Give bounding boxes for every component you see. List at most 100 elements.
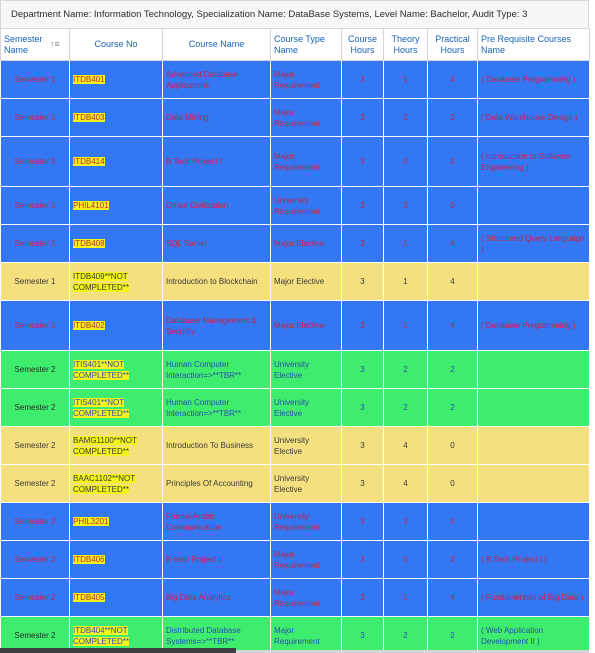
course-type-cell: Major Requirement <box>270 616 342 653</box>
prereq-cell: ( Data Warehouse Design ) <box>477 98 590 137</box>
semester-cell: Semester 2 <box>0 616 70 653</box>
course-hours-cell: 3 <box>341 224 384 263</box>
practical-hours-cell: 2 <box>427 350 478 389</box>
course-type-cell: University Elective <box>270 350 342 389</box>
course-no-cell: ITIS401**NOT COMPLETED** <box>69 388 163 427</box>
table-row[interactable]: Semester 2 BAAC1102**NOT COMPLETED** Princ… <box>0 464 590 503</box>
practical-hours-cell: 0 <box>427 426 478 465</box>
course-no-highlight[interactable]: ITDB414 <box>73 157 105 166</box>
column-header-theory-hours[interactable]: Theory Hours <box>383 28 428 61</box>
practical-hours-cell: 4 <box>427 262 478 301</box>
sort-arrows-icon[interactable]: ↑≡ <box>50 39 60 49</box>
course-table: Semester Name ↑≡ Course No Course Name Co… <box>0 28 590 653</box>
course-no-highlight[interactable]: ITDB408 <box>73 239 105 248</box>
course-hours-cell: 3 <box>341 578 384 617</box>
course-name-cell: SQL Server <box>162 224 271 263</box>
table-row[interactable]: Semester 1 ITDB401 Advanced Database Appli… <box>0 60 590 99</box>
course-no-highlight[interactable]: PHIL3201 <box>73 517 109 526</box>
table-row[interactable]: Semester 2 PHIL3201 Formal Arabic Communic… <box>0 502 590 541</box>
semester-cell: Semester 1 <box>0 262 70 301</box>
course-no-highlight[interactable]: ITDB405 <box>73 593 105 602</box>
course-no-highlight[interactable]: ITDB402 <box>73 321 105 330</box>
column-header-prereq[interactable]: Pre Requisite Courses Name <box>477 28 590 61</box>
course-name-cell: Data Mining <box>162 98 271 137</box>
column-header-course-no[interactable]: Course No <box>69 28 163 61</box>
table-row[interactable]: Semester 1 ITDB409**NOT COMPLETED** Introd… <box>0 262 590 301</box>
semester-cell: Semester 2 <box>0 388 70 427</box>
course-name-cell: Introduction to Blockchain <box>162 262 271 301</box>
course-no-highlight[interactable]: ITIS401**NOT COMPLETED** <box>73 397 130 418</box>
course-no-cell: ITDB404**NOT COMPLETED** <box>69 616 163 653</box>
column-header-practical-hours[interactable]: Practical Hours <box>427 28 478 61</box>
course-no-cell: ITDB414 <box>69 136 163 187</box>
table-row[interactable]: Semester 1 ITDB408 SQL Server Major Electiv… <box>0 224 590 263</box>
prereq-cell: ( Database Programming ) <box>477 300 590 351</box>
course-hours-cell: 3 <box>341 350 384 389</box>
practical-hours-cell: 2 <box>427 388 478 427</box>
practical-hours-cell: 4 <box>427 300 478 351</box>
theory-hours-cell: 0 <box>383 540 428 579</box>
table-header-row: Semester Name ↑≡ Course No Course Name Co… <box>0 28 590 61</box>
table-row[interactable]: Semester 2 ITIS401**NOT COMPLETED** Human … <box>0 350 590 389</box>
course-name-cell: Principles Of Accounting <box>162 464 271 503</box>
prereq-cell <box>477 262 590 301</box>
course-no-highlight[interactable]: ITDB406 <box>73 555 105 564</box>
theory-hours-cell: 4 <box>383 426 428 465</box>
course-no-highlight[interactable]: BAAC1102**NOT COMPLETED** <box>73 473 136 494</box>
course-no-highlight[interactable]: ITIS401**NOT COMPLETED** <box>73 359 130 380</box>
course-no-highlight[interactable]: ITDB401 <box>73 75 105 84</box>
table-row[interactable]: Semester 1 PHIL4101 Oman Civilization Unive… <box>0 186 590 225</box>
practical-hours-cell: 0 <box>427 186 478 225</box>
horizontal-scrollbar[interactable] <box>236 650 589 653</box>
taskbar-strip <box>0 648 236 653</box>
prereq-cell: ( Fundamentals of Big Data ) <box>477 578 590 617</box>
course-name-cell: Database Management & Security <box>162 300 271 351</box>
prereq-cell: ( Structured Query Language ) <box>477 224 590 263</box>
course-no-highlight[interactable]: BAMG1100**NOT COMPLETED** <box>73 435 137 456</box>
table-row[interactable]: Semester 2 BAMG1100**NOT COMPLETED** Intro… <box>0 426 590 465</box>
column-header-semester-label: Semester Name <box>4 33 43 55</box>
semester-cell: Semester 2 <box>0 426 70 465</box>
course-type-cell: University Elective <box>270 464 342 503</box>
course-type-cell: Major Elective <box>270 262 342 301</box>
semester-cell: Semester 2 <box>0 464 70 503</box>
course-no-highlight[interactable]: ITDB409**NOT COMPLETED** <box>73 271 130 292</box>
course-no-highlight[interactable]: PHIL4101 <box>73 201 109 210</box>
course-hours-cell: 3 <box>341 502 384 541</box>
course-name-cell: B-tech Project II <box>162 540 271 579</box>
theory-hours-cell: 1 <box>383 300 428 351</box>
theory-hours-cell: 4 <box>383 464 428 503</box>
theory-hours-cell: 2 <box>383 98 428 137</box>
theory-hours-cell: 0 <box>383 136 428 187</box>
table-row[interactable]: Semester 2 ITDB404**NOT COMPLETED** Distri… <box>0 616 590 653</box>
course-no-cell: ITDB408 <box>69 224 163 263</box>
prereq-cell: ( Web Application Development II ) <box>477 616 590 653</box>
practical-hours-cell: 0 <box>427 464 478 503</box>
course-name-cell: Advanced Database Applications <box>162 60 271 99</box>
course-hours-cell: 3 <box>341 388 384 427</box>
practical-hours-cell: 2 <box>427 98 478 137</box>
table-row[interactable]: Semester 1 ITDB402 Database Management & S… <box>0 300 590 351</box>
course-name-cell: Introduction To Business <box>162 426 271 465</box>
table-row[interactable]: Semester 1 ITDB414 B.Tech Project I Major R… <box>0 136 590 187</box>
course-name-cell: Distributed Database Systems=>**TBR** <box>162 616 271 653</box>
column-header-semester[interactable]: Semester Name ↑≡ <box>0 28 70 61</box>
table-row[interactable]: Semester 1 ITDB403 Data Mining Major Requir… <box>0 98 590 137</box>
column-header-course-name[interactable]: Course Name <box>162 28 271 61</box>
theory-hours-cell: 2 <box>383 616 428 653</box>
column-header-course-hours[interactable]: Course Hours <box>341 28 384 61</box>
table-row[interactable]: Semester 2 ITIS401**NOT COMPLETED** Human … <box>0 388 590 427</box>
course-name-cell: B.Tech Project I <box>162 136 271 187</box>
theory-hours-cell: 3 <box>383 502 428 541</box>
course-type-cell: University Elective <box>270 426 342 465</box>
table-row[interactable]: Semester 2 ITDB406 B-tech Project II Major … <box>0 540 590 579</box>
column-header-course-type[interactable]: Course Type Name <box>270 28 342 61</box>
course-hours-cell: 3 <box>341 262 384 301</box>
course-no-highlight[interactable]: ITDB403 <box>73 113 105 122</box>
semester-cell: Semester 2 <box>0 502 70 541</box>
practical-hours-cell: 0 <box>427 502 478 541</box>
practical-hours-cell: 4 <box>427 60 478 99</box>
course-no-cell: ITDB403 <box>69 98 163 137</box>
table-row[interactable]: Semester 2 ITDB405 Big Data Analytics Major… <box>0 578 590 617</box>
course-no-highlight[interactable]: ITDB404**NOT COMPLETED** <box>73 625 130 646</box>
